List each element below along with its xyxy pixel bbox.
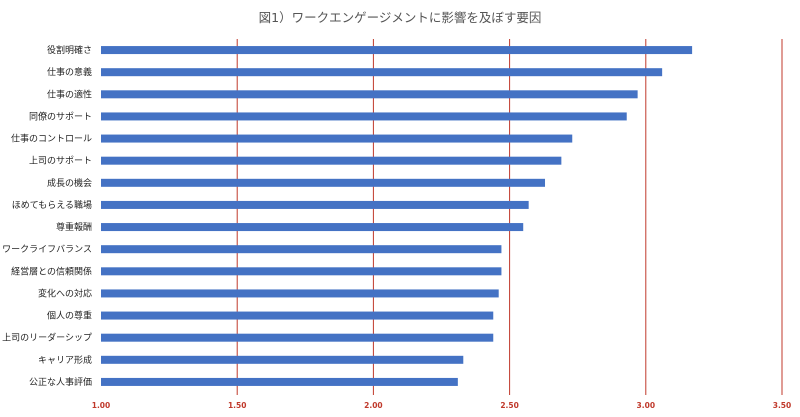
bar <box>101 134 573 143</box>
category-label: 尊重報酬 <box>56 221 92 233</box>
category-label: ワークライフバランス <box>2 244 92 255</box>
bar <box>101 178 546 187</box>
bar <box>101 223 524 232</box>
bars <box>101 46 693 386</box>
bar <box>101 333 494 342</box>
bar <box>101 46 693 55</box>
x-tick-label: 1.50 <box>228 401 247 410</box>
category-label: キャリア形成 <box>38 354 92 366</box>
bar <box>101 156 562 165</box>
chart-title: 図1）ワークエンゲージメントに影響を及ぼす要因 <box>259 10 542 25</box>
category-label: 仕事のコントロール <box>11 133 92 145</box>
bar <box>101 377 458 386</box>
bar <box>101 355 464 364</box>
bar <box>101 68 663 77</box>
category-labels: 役割明確さ仕事の意義仕事の適性同僚のサポート仕事のコントロール上司のサポート成長… <box>2 44 92 388</box>
x-tick-label: 2.50 <box>500 401 519 410</box>
bar <box>101 311 494 320</box>
category-label: 同僚のサポート <box>29 110 92 122</box>
x-tick-label: 1.00 <box>92 401 111 410</box>
category-label: 役割明確さ <box>47 44 92 56</box>
category-label: 仕事の意義 <box>47 66 92 78</box>
bar <box>101 289 499 298</box>
category-label: 公正な人事評価 <box>29 376 92 388</box>
category-label: 経営層との信頼関係 <box>11 265 92 277</box>
bar <box>101 200 529 209</box>
category-label: 個人の尊重 <box>47 310 92 322</box>
x-tick-label: 2.00 <box>364 401 383 410</box>
bar <box>101 267 502 276</box>
bar <box>101 90 638 99</box>
bar <box>101 112 627 121</box>
category-label: 変化への対応 <box>38 287 92 299</box>
category-label: 上司のリーダーシップ <box>2 332 92 344</box>
x-tick-label: 3.50 <box>773 401 792 410</box>
category-label: 成長の機会 <box>47 177 92 189</box>
x-tick-label: 3.00 <box>637 401 656 410</box>
category-label: 上司のサポート <box>29 156 92 167</box>
category-label: 仕事の適性 <box>47 88 92 100</box>
x-tick-labels: 1.00 1.50 2.00 2.50 3.00 3.50 <box>92 401 792 410</box>
bar <box>101 245 502 254</box>
category-label: ほめてもらえる職場 <box>12 199 92 211</box>
